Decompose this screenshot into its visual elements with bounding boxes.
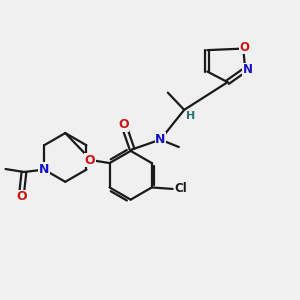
Text: N: N: [243, 63, 253, 76]
Text: H: H: [186, 111, 195, 122]
Text: Cl: Cl: [174, 182, 187, 195]
Text: N: N: [155, 133, 166, 146]
Text: O: O: [84, 154, 95, 166]
Text: O: O: [240, 40, 250, 54]
Text: O: O: [16, 190, 27, 203]
Text: O: O: [118, 118, 129, 131]
Text: N: N: [39, 163, 50, 176]
